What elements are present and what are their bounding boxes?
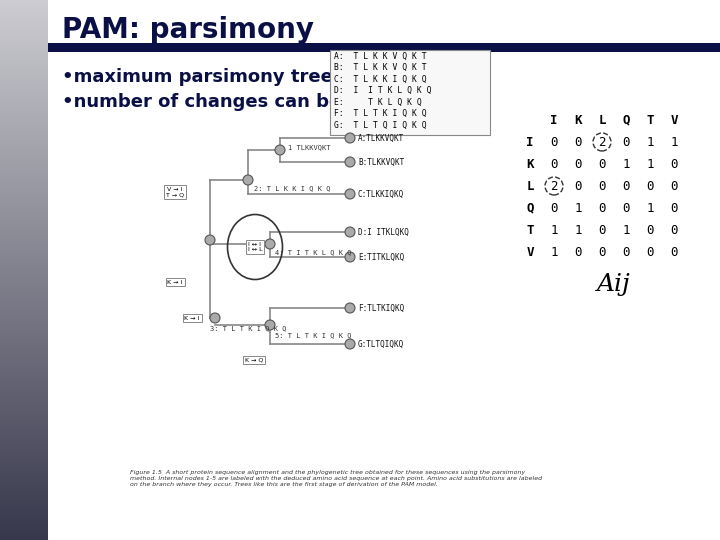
Text: 0: 0 <box>670 246 678 259</box>
Circle shape <box>345 157 355 167</box>
Text: 0: 0 <box>575 158 582 171</box>
Text: 1: 1 <box>550 246 558 259</box>
Text: 0: 0 <box>550 201 558 214</box>
Text: G:TLTQIQKQ: G:TLTQIQKQ <box>358 340 404 348</box>
Text: 0: 0 <box>622 246 630 259</box>
Text: 0: 0 <box>575 246 582 259</box>
Text: 1: 1 <box>647 201 654 214</box>
Text: 0: 0 <box>550 136 558 148</box>
Text: 2: T L K K I Q K Q: 2: T L K K I Q K Q <box>254 185 330 191</box>
Text: 0: 0 <box>598 158 606 171</box>
Text: A:TLKKVQKT: A:TLKKVQKT <box>358 133 404 143</box>
Circle shape <box>345 339 355 349</box>
Text: 2: 2 <box>598 136 606 148</box>
Text: C:TLKKIQKQ: C:TLKKIQKQ <box>358 190 404 199</box>
Text: 0: 0 <box>622 201 630 214</box>
Text: Q: Q <box>526 201 534 214</box>
Text: 0: 0 <box>670 201 678 214</box>
Circle shape <box>210 313 220 323</box>
Text: K → Q: K → Q <box>245 357 264 362</box>
Text: Q: Q <box>622 113 630 126</box>
Text: E:TITKLQKQ: E:TITKLQKQ <box>358 253 404 261</box>
Circle shape <box>345 227 355 237</box>
Text: Aij: Aij <box>597 273 631 295</box>
Text: 5: T L T K I Q K Q: 5: T L T K I Q K Q <box>275 332 351 338</box>
Text: K: K <box>526 158 534 171</box>
Text: L: L <box>598 113 606 126</box>
Text: 1 TLKKVQKT: 1 TLKKVQKT <box>288 144 330 150</box>
Text: T: T <box>526 224 534 237</box>
Text: 1: 1 <box>550 224 558 237</box>
Text: V → I
T → Q: V → I T → Q <box>166 187 184 198</box>
Text: Figure 1.5  A short protein sequence alignment and the phylogenetic tree obtaine: Figure 1.5 A short protein sequence alig… <box>130 470 542 487</box>
Circle shape <box>265 239 275 249</box>
Text: 0: 0 <box>622 136 630 148</box>
Text: 0: 0 <box>575 136 582 148</box>
Text: C:  T L K K I Q K Q: C: T L K K I Q K Q <box>334 75 427 84</box>
Bar <box>330 50 490 135</box>
Text: K → I: K → I <box>167 280 183 285</box>
Text: 1: 1 <box>575 224 582 237</box>
Text: 0: 0 <box>670 158 678 171</box>
Text: 1: 1 <box>622 158 630 171</box>
Text: I: I <box>550 113 558 126</box>
Text: 3: T L T K I Q K Q: 3: T L T K I Q K Q <box>210 325 287 331</box>
Text: K: K <box>575 113 582 126</box>
Text: 4: T I T K L Q K Q: 4: T I T K L Q K Q <box>275 249 351 255</box>
Circle shape <box>345 133 355 143</box>
Text: 0: 0 <box>647 224 654 237</box>
Text: F:  T L T K I Q K Q: F: T L T K I Q K Q <box>334 109 427 118</box>
Text: A:  T L K K V Q K T: A: T L K K V Q K T <box>334 51 427 60</box>
Text: •number of changes can be counted: •number of changes can be counted <box>62 93 430 111</box>
Text: F:TLTKIQKQ: F:TLTKIQKQ <box>358 303 404 313</box>
Circle shape <box>243 175 253 185</box>
Text: D:  I  I T K L Q K Q: D: I I T K L Q K Q <box>334 86 431 95</box>
Circle shape <box>275 145 285 155</box>
Text: 0: 0 <box>670 224 678 237</box>
Text: 0: 0 <box>575 179 582 192</box>
Circle shape <box>205 235 215 245</box>
Text: E:     T K L Q K Q: E: T K L Q K Q <box>334 98 422 106</box>
Text: 1: 1 <box>575 201 582 214</box>
Text: G:  T L T Q I Q K Q: G: T L T Q I Q K Q <box>334 120 427 130</box>
Text: B:  T L K K V Q K T: B: T L K K V Q K T <box>334 63 427 72</box>
Text: 0: 0 <box>550 158 558 171</box>
Circle shape <box>345 303 355 313</box>
Text: 0: 0 <box>647 246 654 259</box>
Text: 1: 1 <box>647 136 654 148</box>
Text: I ↔ I
I ↔ L: I ↔ I I ↔ L <box>248 241 262 252</box>
Text: 0: 0 <box>598 201 606 214</box>
Text: 0: 0 <box>598 246 606 259</box>
Text: V: V <box>670 113 678 126</box>
Text: 2: 2 <box>550 179 558 192</box>
Text: 1: 1 <box>622 224 630 237</box>
Bar <box>48 43 720 52</box>
Text: •maximum parsimony tree,: •maximum parsimony tree, <box>62 68 340 86</box>
Circle shape <box>345 252 355 262</box>
Text: K → I: K → I <box>184 315 199 321</box>
Text: L: L <box>526 179 534 192</box>
Circle shape <box>345 189 355 199</box>
Text: 0: 0 <box>598 179 606 192</box>
Text: 0: 0 <box>647 179 654 192</box>
Circle shape <box>265 320 275 330</box>
Text: 1: 1 <box>670 136 678 148</box>
Text: 1: 1 <box>647 158 654 171</box>
Text: 0: 0 <box>670 179 678 192</box>
Text: 0: 0 <box>598 224 606 237</box>
Text: T: T <box>647 113 654 126</box>
Text: B:TLKKVQKT: B:TLKKVQKT <box>358 158 404 166</box>
Text: PAM: parsimony: PAM: parsimony <box>62 16 314 44</box>
Text: 0: 0 <box>622 179 630 192</box>
Text: D:I ITKLQKQ: D:I ITKLQKQ <box>358 227 409 237</box>
Text: V: V <box>526 246 534 259</box>
Text: I: I <box>526 136 534 148</box>
